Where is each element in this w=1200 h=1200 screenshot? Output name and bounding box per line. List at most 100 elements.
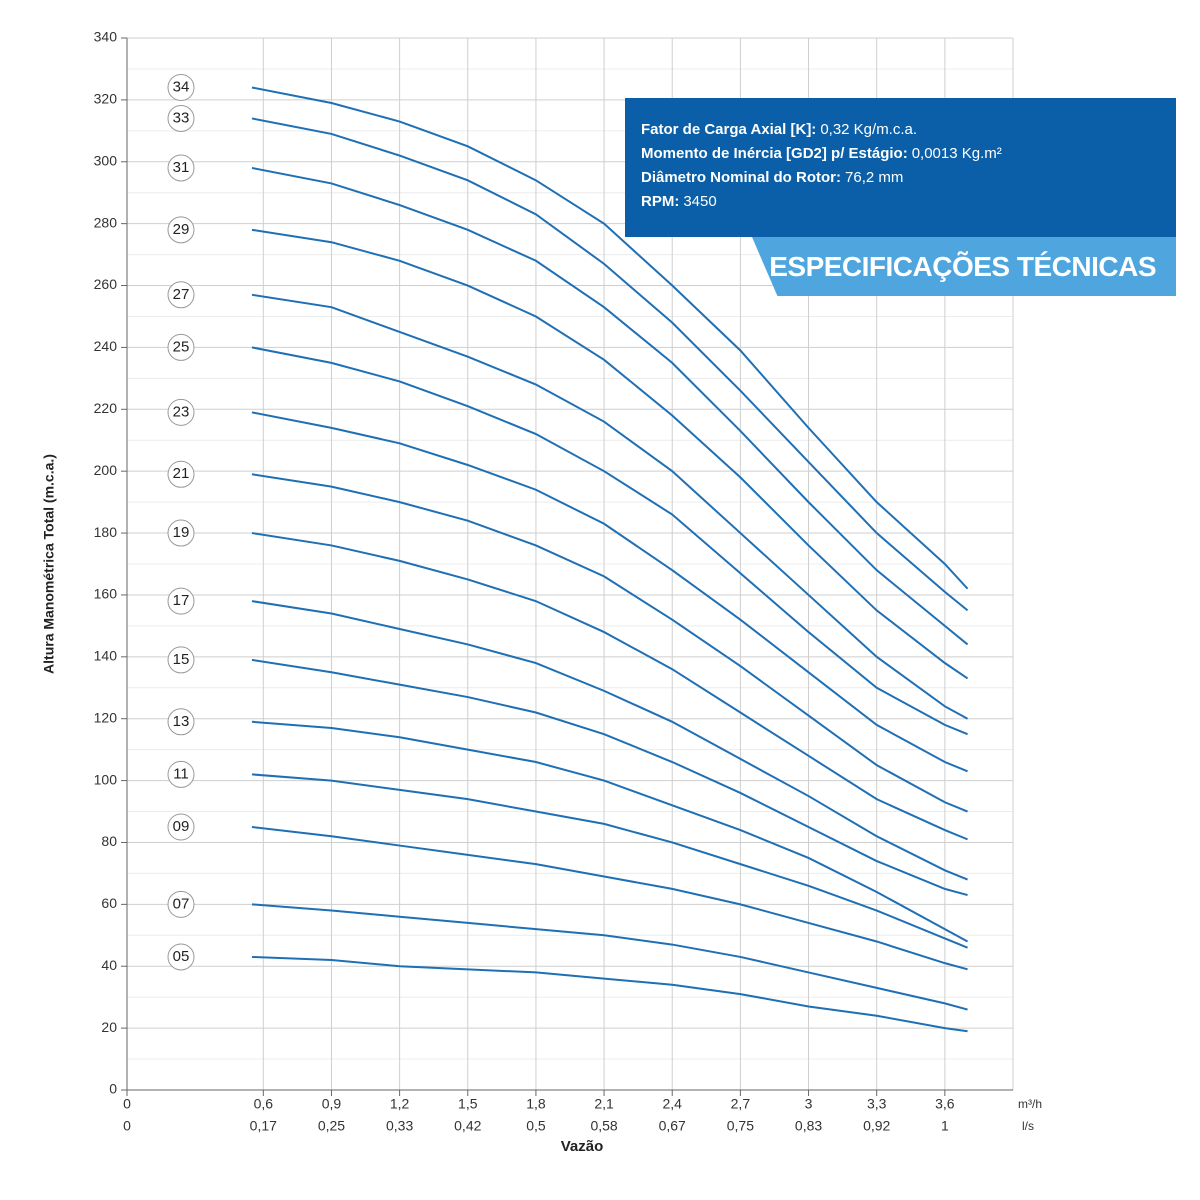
- curve-label: 29: [173, 221, 190, 238]
- x-tick-label: 1,8: [526, 1096, 546, 1112]
- y-tick-label: 60: [101, 895, 117, 911]
- curve-label: 33: [173, 109, 190, 126]
- curve-label-circle: [167, 890, 195, 918]
- spec-label: Momento de Inércia [GD2] p/ Estágio:: [641, 145, 908, 162]
- curve: [251, 658, 968, 897]
- specs-title: ESPECIFICAÇÕES TÉCNICAS: [752, 237, 1176, 296]
- y-tick-label: 0: [109, 1081, 117, 1097]
- x-unit-label: l/s: [1022, 1119, 1034, 1133]
- curve-label: 05: [173, 948, 190, 965]
- curve-label-circle: [167, 74, 195, 102]
- x-tick-label: 0,6: [254, 1096, 274, 1112]
- x-tick-label: 3: [805, 1096, 813, 1112]
- y-axis-title: Altura Manométrica Total (m.c.a.): [41, 454, 57, 674]
- y-tick-label: 20: [101, 1019, 117, 1035]
- spec-value: 0,0013 Kg.m²: [911, 145, 1002, 162]
- curve-label-circle: [167, 943, 195, 971]
- y-tick-label: 340: [94, 29, 118, 45]
- y-tick-label: 300: [94, 152, 118, 168]
- spec-label: RPM:: [641, 193, 680, 210]
- x-tick-label: 0,9: [322, 1096, 342, 1112]
- x-secondary-tick-label: 0,17: [250, 1118, 277, 1134]
- curve-label-circle: [167, 587, 195, 615]
- y-tick-label: 80: [101, 833, 117, 849]
- curve-label: 11: [173, 765, 189, 782]
- curve-label-circle: [167, 460, 195, 488]
- x-tick-label: 0: [123, 1096, 131, 1112]
- x-tick-label: 3,3: [867, 1096, 887, 1112]
- curve: [251, 117, 969, 612]
- curve-label-circle: [167, 708, 195, 736]
- curve-label-circle: [167, 154, 195, 182]
- curve: [251, 826, 968, 971]
- spec-row: RPM: 3450: [641, 190, 1160, 214]
- x-tick-label: 2,7: [731, 1096, 751, 1112]
- x-secondary-tick-label: 0,83: [795, 1118, 822, 1134]
- x-tick-label: 1,5: [458, 1096, 478, 1112]
- curve-label-circle: [167, 281, 195, 309]
- curve-label: 19: [173, 524, 190, 541]
- y-tick-label: 260: [94, 276, 118, 292]
- y-tick-label: 160: [94, 586, 118, 602]
- x-secondary-tick-label: 0,25: [318, 1118, 345, 1134]
- x-tick-label: 2,4: [662, 1096, 682, 1112]
- y-tick-label: 140: [94, 648, 118, 664]
- spec-row: Diâmetro Nominal do Rotor: 76,2 mm: [641, 166, 1160, 190]
- x-unit-label: m³/h: [1018, 1097, 1042, 1111]
- curve: [251, 600, 968, 881]
- x-secondary-tick-label: 0,67: [659, 1118, 686, 1134]
- curve: [251, 473, 968, 813]
- specs-box: Fator de Carga Axial [K]: 0,32 Kg/m.c.a. M…: [625, 98, 1176, 237]
- curve-label: 09: [173, 818, 190, 835]
- curve: [251, 228, 969, 680]
- curve-label-circle: [167, 216, 195, 244]
- y-tick-label: 120: [94, 709, 118, 725]
- curve-label-circle: [167, 333, 195, 361]
- y-tick-label: 320: [94, 91, 118, 107]
- curve-label: 07: [173, 895, 190, 912]
- curve: [251, 166, 969, 646]
- curve-label: 34: [173, 78, 190, 95]
- curve-label: 27: [173, 286, 190, 303]
- x-secondary-tick-label: 1: [941, 1118, 949, 1134]
- spec-label: Diâmetro Nominal do Rotor:: [641, 169, 842, 186]
- curve: [251, 720, 969, 943]
- spec-row: Momento de Inércia [GD2] p/ Estágio: 0,00…: [641, 142, 1160, 166]
- spec-label: Fator de Carga Axial [K]:: [641, 121, 817, 138]
- y-tick-label: 100: [94, 771, 118, 787]
- x-secondary-tick-label: 0: [123, 1118, 131, 1134]
- x-secondary-tick-label: 0,75: [727, 1118, 754, 1134]
- curve-label-circle: [167, 104, 195, 132]
- curve: [251, 532, 968, 841]
- x-tick-label: 1,2: [390, 1096, 410, 1112]
- curve-label-circle: [167, 646, 195, 674]
- curve-label: 31: [173, 159, 190, 176]
- curve-label-circle: [167, 813, 195, 841]
- curve-label-circle: [167, 519, 195, 547]
- y-tick-label: 180: [94, 524, 118, 540]
- curve-label: 21: [173, 465, 190, 482]
- x-secondary-tick-label: 0,92: [863, 1118, 890, 1134]
- y-tick-label: 200: [94, 462, 118, 478]
- curve-label: 13: [173, 713, 190, 730]
- spec-value: 3450: [683, 193, 717, 210]
- x-tick-label: 3,6: [935, 1096, 955, 1112]
- curve: [251, 86, 969, 590]
- curve: [251, 411, 968, 773]
- x-secondary-tick-label: 0,58: [590, 1118, 617, 1134]
- x-secondary-tick-label: 0,42: [454, 1118, 481, 1134]
- spec-row: Fator de Carga Axial [K]: 0,32 Kg/m.c.a.: [641, 118, 1160, 142]
- y-tick-label: 40: [101, 957, 117, 973]
- spec-value: 0,32 Kg/m.c.a.: [820, 121, 918, 138]
- curve: [251, 903, 968, 1011]
- y-tick-label: 220: [94, 400, 118, 416]
- curve: [251, 955, 968, 1033]
- x-tick-label: 2,1: [594, 1096, 614, 1112]
- curve-label: 25: [173, 338, 190, 355]
- curve: [251, 346, 968, 736]
- x-axis-title: Vazão: [561, 1138, 604, 1155]
- spec-value: 76,2 mm: [845, 169, 904, 186]
- curve-label-circle: [167, 398, 195, 426]
- curve: [251, 293, 969, 720]
